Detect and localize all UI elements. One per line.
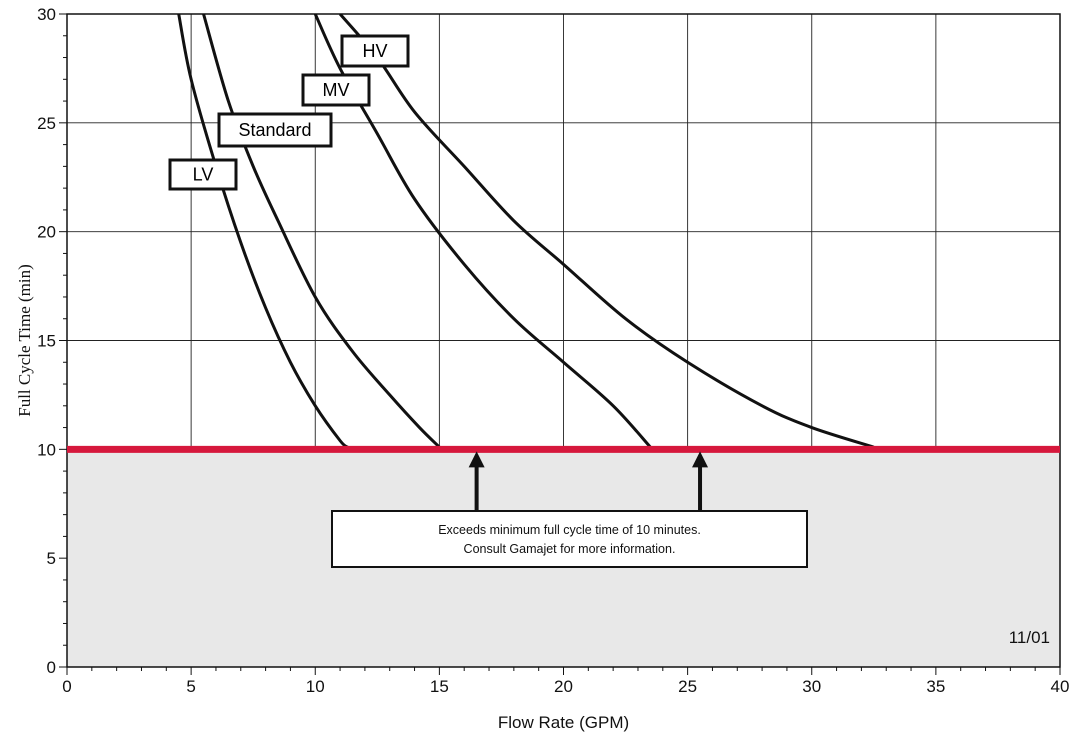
y-axis-title: Full Cycle Time (min)	[15, 264, 34, 417]
x-tick-label: 15	[430, 677, 449, 696]
series-labels: LV Standard MV HV	[168, 34, 410, 191]
x-tick-label: 10	[306, 677, 325, 696]
series-label-text: HV	[362, 41, 387, 61]
axis-ticks	[59, 13, 1061, 675]
y-tick-label: 10	[37, 440, 56, 459]
y-tick-label: 15	[37, 332, 56, 351]
x-tick-label: 30	[802, 677, 821, 696]
x-tick-label: 25	[678, 677, 697, 696]
note-box: Exceeds minimum full cycle time of 10 mi…	[331, 510, 808, 568]
curves	[177, 14, 875, 449]
x-tick-label: 5	[186, 677, 195, 696]
arrow-up	[468, 451, 485, 511]
note-line-1: Exceeds minimum full cycle time of 10 mi…	[438, 523, 701, 537]
y-tick-label: 20	[37, 223, 56, 242]
curve-lv	[177, 14, 349, 449]
y-tick-label: 0	[47, 658, 56, 677]
curve-hv	[338, 14, 875, 449]
curve-standard	[202, 14, 441, 449]
series-label-hv: HV	[340, 34, 410, 68]
tick-labels: 0 5 10 15 20 25 30 35 40 0 5 10 15 20 25 30	[37, 5, 1069, 696]
x-axis-title: Flow Rate (GPM)	[498, 713, 629, 732]
series-label-text: LV	[193, 165, 214, 185]
arrow-up	[692, 451, 709, 511]
x-tick-label: 0	[62, 677, 71, 696]
x-tick-label: 20	[554, 677, 573, 696]
arrows	[468, 451, 709, 511]
date-label: 11/01	[1009, 628, 1050, 647]
series-label-text: Standard	[238, 120, 311, 140]
series-label-lv: LV	[168, 158, 238, 191]
series-label-standard: Standard	[217, 112, 333, 148]
x-tick-label: 40	[1051, 677, 1070, 696]
x-tick-label: 35	[926, 677, 945, 696]
y-tick-label: 30	[37, 5, 56, 24]
series-label-mv: MV	[301, 73, 371, 107]
note-line-2: Consult Gamajet for more information.	[464, 542, 676, 556]
y-tick-label: 25	[37, 114, 56, 133]
series-label-text: MV	[323, 80, 350, 100]
y-tick-label: 5	[47, 549, 56, 568]
